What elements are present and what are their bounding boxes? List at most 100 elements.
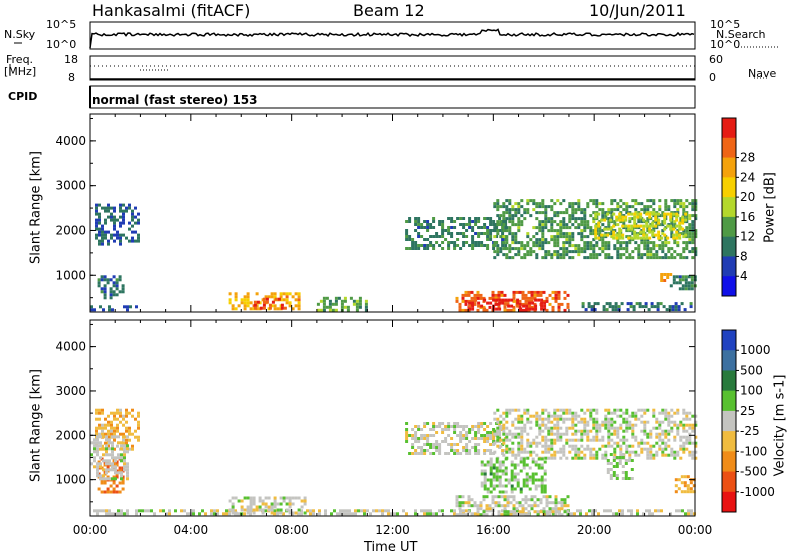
velocity-ytick-label-0: 1000 <box>55 473 86 487</box>
velocity-colorbar-label-3: 25 <box>740 404 755 418</box>
power-colorbar-label-1: 8 <box>740 249 748 263</box>
time-tick-label-2: 08:00 <box>274 523 309 537</box>
time-tick-label-4: 16:00 <box>476 523 511 537</box>
cpid-text: normal (fast stereo) 153 <box>92 93 258 107</box>
velocity-colorbar-seg-7 <box>722 471 736 493</box>
power-colorbar-frame <box>721 117 737 297</box>
velocity-region-10 <box>674 475 696 494</box>
power-colorbar-seg-5 <box>722 216 736 238</box>
noise-tick-high-right: 10^5 <box>710 18 741 31</box>
velocity-plot-area <box>90 320 695 516</box>
velocity-ytick-label-2: 3000 <box>55 384 86 398</box>
power-region-4 <box>253 297 287 310</box>
velocity-colorbar-label-4: -25 <box>740 424 760 438</box>
velocity-colorbar-label-2: 100 <box>740 384 763 398</box>
velocity-colorbar-seg-8 <box>722 491 736 513</box>
freq-tick-low: 8 <box>68 71 75 84</box>
velocity-colorbar-seg-4 <box>722 410 736 432</box>
velocity-region-3 <box>90 435 129 481</box>
power-colorbar-label-0: 4 <box>740 269 748 283</box>
noise-tick-low-left: 10^0 <box>46 38 77 51</box>
velocity-colorbar: 1000 500 100 25 -25 -100 -500 -1000 <box>721 329 775 513</box>
velocity-colorbar-seg-3 <box>722 390 736 412</box>
nave-label: Nave <box>748 67 777 80</box>
noise-tick-high-left: 10^5 <box>46 18 77 31</box>
time-axis-label: Time UT <box>364 540 418 555</box>
power-colorbar-label-4: 20 <box>740 190 755 204</box>
velocity-colorbar-label-5: -100 <box>740 444 767 458</box>
velocity-colorbar-label-6: -500 <box>740 465 767 479</box>
velocity-colorbar-seg-0 <box>722 330 736 351</box>
velocity-colorbar-seg-6 <box>722 451 736 473</box>
power-colorbar-seg-0 <box>722 118 736 139</box>
power-colorbar-label: Power [dB] <box>762 172 778 243</box>
power-colorbar-seg-4 <box>722 197 736 218</box>
velocity-panel: 1000 2000 3000 4000 <box>55 319 698 517</box>
power-ytick-label-2: 3000 <box>55 179 86 193</box>
velocity-colorbar-label: Velocity [m s-1] <box>772 374 788 477</box>
noise-tick-low-right: 10^0 <box>710 38 741 51</box>
date-title: 10/Jun/2011 <box>589 1 686 20</box>
time-tick-label-5: 20:00 <box>577 523 612 537</box>
power-ytick-label-1: 2000 <box>55 223 86 237</box>
power-colorbar-seg-2 <box>722 157 736 178</box>
velocity-region-5 <box>455 495 570 517</box>
power-colorbar-seg-1 <box>722 137 736 159</box>
power-colorbar-label-3: 16 <box>740 210 755 224</box>
noise-strip-frame <box>89 21 696 50</box>
freq-nave-strip <box>9 55 768 109</box>
power-ytick-label-0: 1000 <box>55 268 86 282</box>
velocity-region-9 <box>606 453 634 480</box>
nave-tick-high: 60 <box>709 53 723 66</box>
power-colorbar: 4 8 12 16 20 24 28 <box>721 117 755 297</box>
power-region-6 <box>455 290 570 312</box>
power-region-8 <box>405 217 508 250</box>
velocity-ytick-label-3: 4000 <box>55 340 86 354</box>
velocity-colorbar-seg-1 <box>722 350 736 371</box>
power-colorbar-seg-7 <box>722 256 736 277</box>
power-panel-ylabel: Slant Range [km] <box>28 151 44 264</box>
power-region-10 <box>594 212 688 240</box>
power-panel: 1000 2000 3000 4000 <box>55 113 698 313</box>
beam-title: Beam 12 <box>353 1 425 20</box>
nave-tick-low: 0 <box>709 71 716 84</box>
power-colorbar-seg-3 <box>722 177 736 198</box>
velocity-colorbar-label-1: 500 <box>740 363 763 377</box>
velocity-ytick-label-1: 2000 <box>55 428 86 442</box>
time-axis-ticks: 00:00 04:00 08:00 12:00 16:00 20:00 00:00 <box>73 523 713 537</box>
nsky-trace <box>89 28 695 49</box>
freq-strip-frame <box>89 55 696 81</box>
time-tick-label-3: 12:00 <box>375 523 410 537</box>
power-region-7 <box>468 298 547 311</box>
time-tick-label-0: 00:00 <box>73 523 108 537</box>
power-colorbar-label-5: 24 <box>740 170 755 184</box>
power-region-12 <box>660 273 673 282</box>
freq-label: Freq. <box>6 53 34 66</box>
power-ytick-label-3: 4000 <box>55 134 86 148</box>
power-colorbar-seg-6 <box>722 236 736 257</box>
velocity-colorbar-seg-2 <box>722 370 736 392</box>
power-region-11 <box>581 302 693 312</box>
noise-strip <box>14 21 778 50</box>
velocity-colorbar-label-0: 1000 <box>740 343 771 357</box>
power-colorbar-seg-8 <box>722 276 736 297</box>
nsky-label: N.Sky <box>4 28 36 41</box>
nsearch-label: N.Search <box>716 28 766 41</box>
station-title: Hankasalmi (fitACF) <box>92 1 251 20</box>
velocity-colorbar-frame <box>721 329 737 513</box>
velocity-panel-ylabel: Slant Range [km] <box>28 369 44 482</box>
time-tick-label-6: 00:00 <box>678 523 713 537</box>
power-region-2 <box>97 275 125 300</box>
freq-unit-label: [MHz] <box>4 65 37 78</box>
velocity-region-7 <box>493 408 698 460</box>
power-region-0 <box>90 305 138 312</box>
time-tick-label-1: 04:00 <box>174 523 209 537</box>
velocity-colorbar-seg-5 <box>722 431 736 452</box>
velocity-data-cells <box>90 408 698 517</box>
velocity-colorbar-label-7: -1000 <box>740 485 775 499</box>
power-data-cells <box>90 199 698 312</box>
power-region-1 <box>95 203 140 246</box>
velocity-region-8 <box>480 457 547 494</box>
